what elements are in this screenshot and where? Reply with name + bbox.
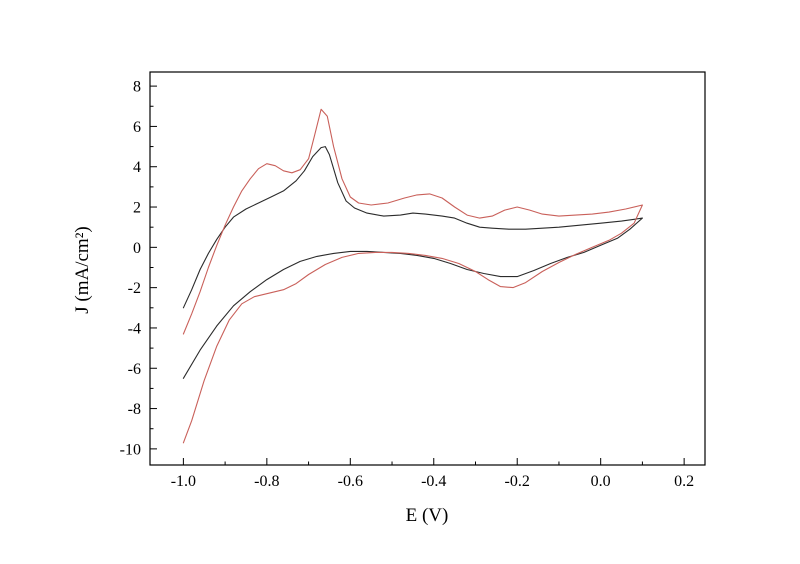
red-scan-curve [182, 108, 643, 444]
x-tick-label: -0.2 [505, 473, 530, 490]
y-tick-label: -10 [120, 441, 141, 458]
x-tick-label: -0.6 [338, 473, 363, 490]
x-tick-label: 0.0 [591, 473, 611, 490]
y-tick-label: -4 [128, 320, 141, 337]
x-tick-label: -0.8 [254, 473, 279, 490]
x-tick-label: -1.0 [171, 473, 196, 490]
y-tick-label: 4 [133, 159, 141, 176]
y-tick-label: 2 [133, 200, 141, 217]
y-tick-label: -6 [128, 361, 141, 378]
y-tick-label: 6 [133, 119, 141, 136]
black-scan-curve [182, 146, 643, 379]
x-axis-label: E (V) [406, 505, 449, 526]
y-tick-label: 8 [133, 79, 141, 96]
y-axis-label: J (mA/cm²) [72, 226, 93, 314]
plot-area: -1.0 -0.8 -0.6 -0.4 -0.2 0.0 0.2 8 6 4 2 0 -2 -4 -6 -8 -… [120, 71, 706, 490]
x-tick-label: 0.2 [674, 473, 694, 490]
y-tick-label: -8 [128, 401, 141, 418]
x-tick-label: -0.4 [421, 473, 446, 490]
y-tick-label: -2 [128, 280, 141, 297]
y-tick-label: 0 [133, 240, 141, 257]
plot-frame [149, 71, 706, 466]
